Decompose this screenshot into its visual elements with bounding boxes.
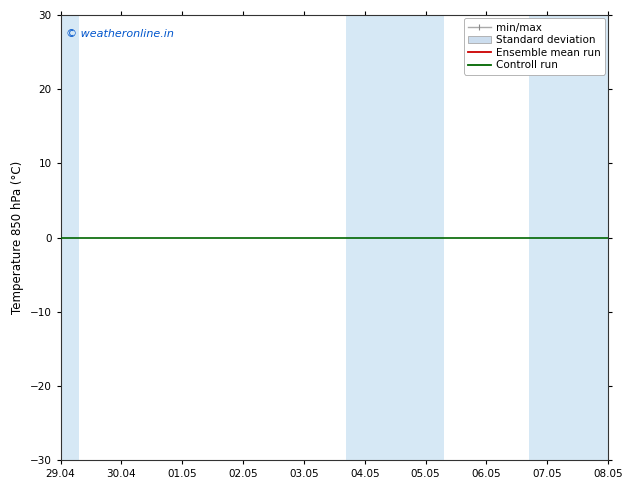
Title: ENS Time Series Auckland Airport      Su. 28.04.2024 15 UTC: ENS Time Series Auckland Airport Su. 28.… — [0, 489, 1, 490]
Legend: min/max, Standard deviation, Ensemble mean run, Controll run: min/max, Standard deviation, Ensemble me… — [463, 19, 605, 74]
Bar — [42, 15, 79, 460]
Text: © weatheronline.in: © weatheronline.in — [66, 28, 174, 39]
Y-axis label: Temperature 850 hPa (°C): Temperature 850 hPa (°C) — [11, 161, 24, 314]
Bar — [529, 15, 626, 460]
Bar — [347, 15, 444, 460]
